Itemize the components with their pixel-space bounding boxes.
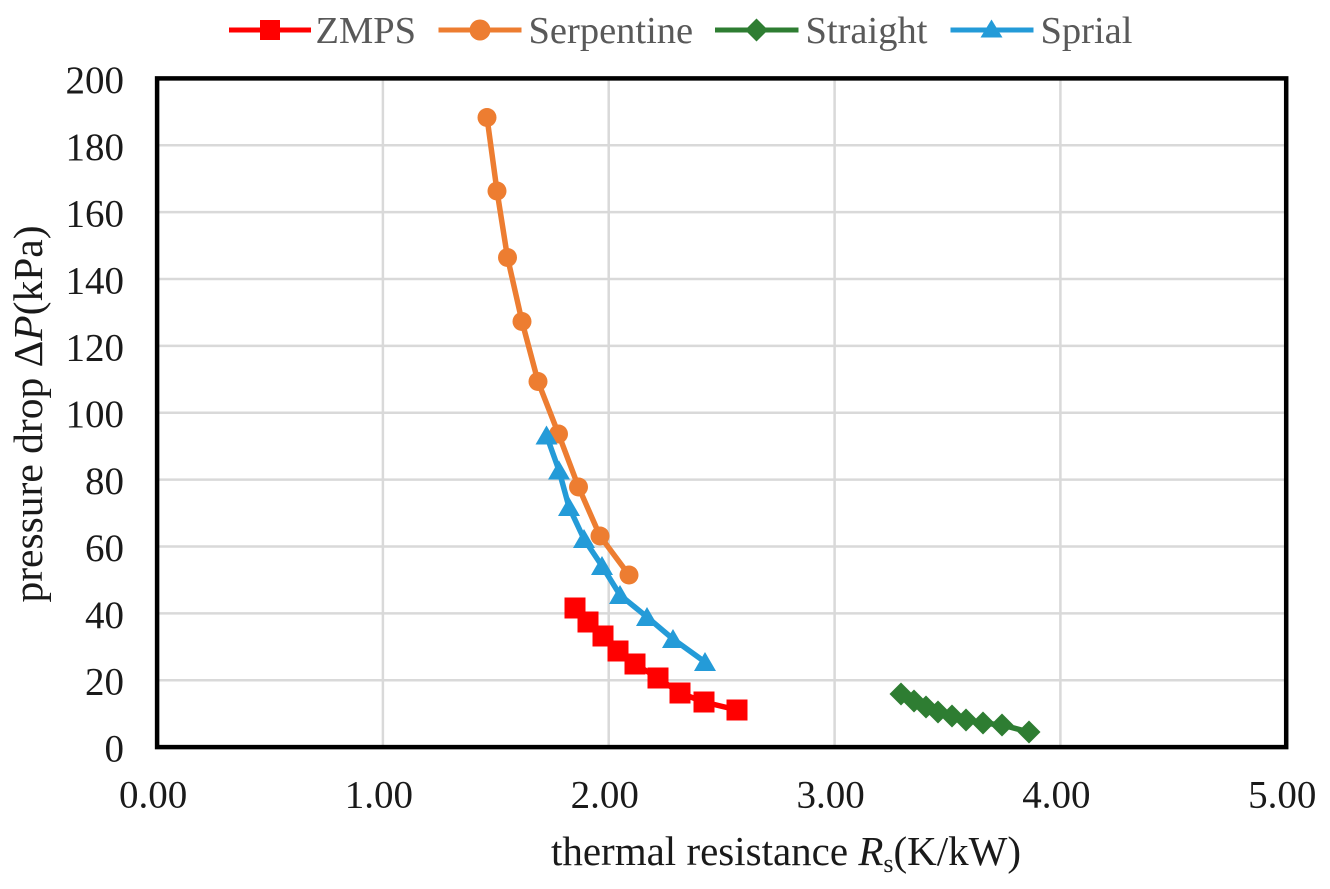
- svg-text:180: 180: [66, 126, 125, 169]
- svg-text:3.00: 3.00: [796, 774, 864, 817]
- svg-text:40: 40: [85, 594, 124, 637]
- svg-text:Sprial: Sprial: [1041, 10, 1133, 52]
- svg-text:80: 80: [85, 460, 124, 503]
- svg-text:120: 120: [66, 326, 125, 369]
- svg-text:2.00: 2.00: [571, 774, 639, 817]
- svg-text:1.00: 1.00: [345, 774, 413, 817]
- svg-text:200: 200: [66, 59, 125, 102]
- svg-text:thermal resistance Rs(K/kW): thermal resistance Rs(K/kW): [551, 828, 1021, 878]
- svg-text:140: 140: [66, 260, 125, 303]
- svg-text:4.00: 4.00: [1022, 774, 1090, 817]
- svg-text:ZMPS: ZMPS: [316, 10, 417, 52]
- svg-text:0.00: 0.00: [119, 774, 187, 817]
- svg-text:pressure drop ΔP(kPa): pressure drop ΔP(kPa): [5, 225, 52, 602]
- svg-text:160: 160: [66, 193, 125, 236]
- svg-text:5.00: 5.00: [1248, 774, 1316, 817]
- svg-text:Straight: Straight: [806, 10, 928, 52]
- svg-text:100: 100: [66, 393, 125, 436]
- svg-text:20: 20: [85, 661, 124, 704]
- svg-text:60: 60: [85, 527, 124, 570]
- svg-text:Serpentine: Serpentine: [529, 10, 694, 52]
- svg-text:0: 0: [105, 728, 125, 771]
